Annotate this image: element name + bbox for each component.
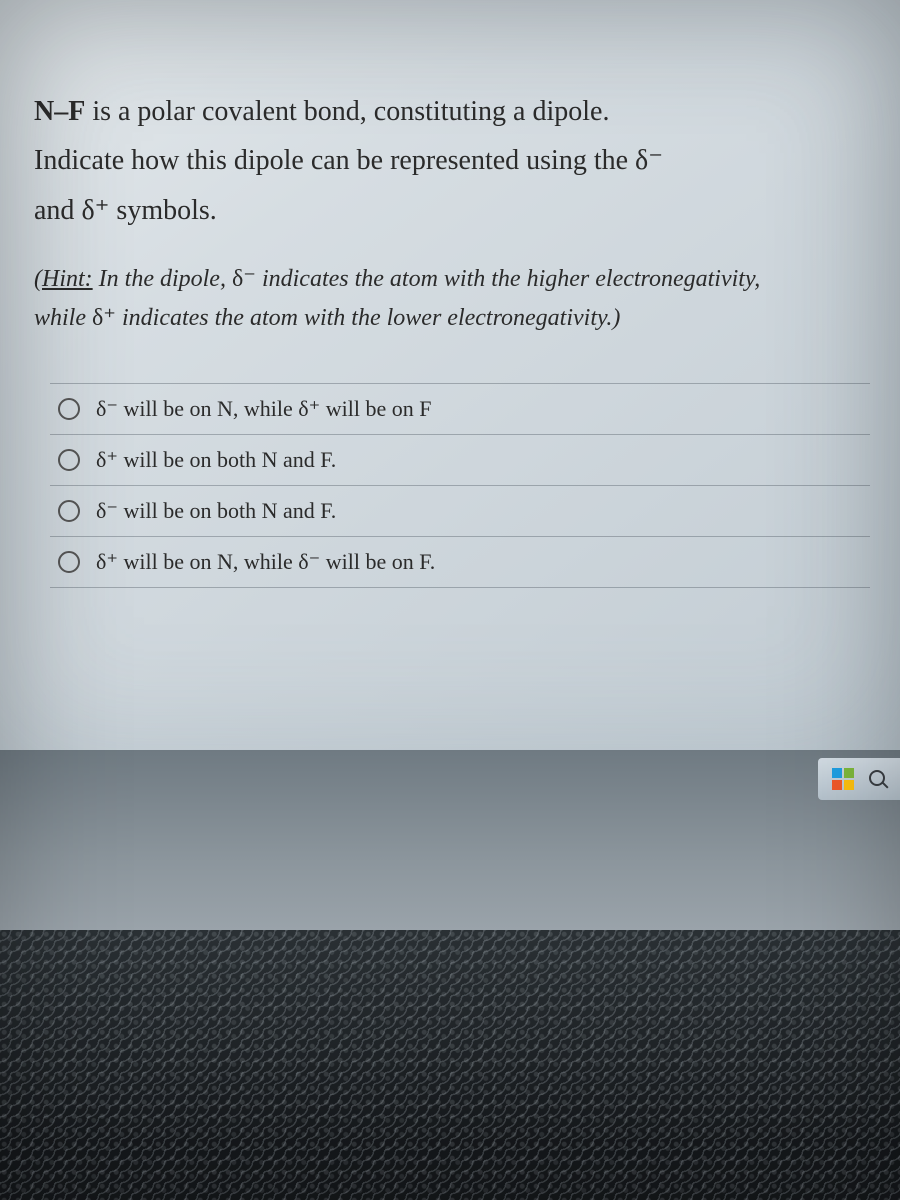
hint-part-a: In the dipole, [93,266,232,292]
delta-minus-symbol: δ⁻ [635,145,663,176]
question-line2-a: Indicate how this dipole can be represen… [34,145,635,176]
radio-icon[interactable] [58,398,80,420]
keyboard-area [0,930,900,1200]
option1-seg3: δ⁺ [298,396,320,421]
question-line3-b: symbols. [109,195,216,226]
question-block: N–F is a polar covalent bond, constituti… [0,0,900,588]
option2-seg1: δ⁺ [96,447,118,472]
question-line-3: and δ⁺ symbols. [34,189,870,232]
quiz-screen: N–F is a polar covalent bond, constituti… [0,0,900,752]
answer-options: δ⁻ will be on N, while δ⁺ will be on F δ… [50,383,870,588]
question-line-2: Indicate how this dipole can be represen… [34,139,870,182]
radio-icon[interactable] [58,500,80,522]
question-line-1: N–F is a polar covalent bond, constituti… [34,90,870,133]
delta-plus-symbol: δ⁺ [81,195,109,226]
search-icon[interactable] [869,770,887,788]
option4-seg4: will be on F. [320,549,435,574]
hint-part-d: indicates the atom with the lower electr… [116,305,620,331]
radio-icon[interactable] [58,449,80,471]
option2-seg2: will be on both N and F. [118,447,336,472]
windows-start-icon[interactable] [832,768,854,790]
hint-part-c: while [34,305,92,331]
hint-delta-minus: δ⁻ [232,266,256,292]
option3-seg2: will be on both N and F. [118,498,336,523]
question-bold-prefix: N–F [34,96,85,127]
laptop-body [0,750,900,1200]
hint-part-b: indicates the atom with the higher elect… [256,266,760,292]
option4-seg3: δ⁻ [298,549,320,574]
hint-block: (Hint: In the dipole, δ⁻ indicates the a… [34,260,870,337]
hint-lead: (Hint: [34,266,93,292]
radio-icon[interactable] [58,551,80,573]
option4-seg1: δ⁺ [96,549,118,574]
hint-line-1: (Hint: In the dipole, δ⁻ indicates the a… [34,260,870,298]
option4-seg2: will be on N, while [118,549,298,574]
answer-option-1[interactable]: δ⁻ will be on N, while δ⁺ will be on F [50,384,870,435]
option3-seg1: δ⁻ [96,498,118,523]
option-text: δ⁺ will be on N, while δ⁻ will be on F. [96,549,435,575]
question-line1-rest: is a polar covalent bond, constituting a… [85,96,609,127]
hint-line-2: while δ⁺ indicates the atom with the low… [34,299,870,337]
option1-seg4: will be on F [320,396,431,421]
answer-option-4[interactable]: δ⁺ will be on N, while δ⁻ will be on F. [50,537,870,588]
option-text: δ⁻ will be on N, while δ⁺ will be on F [96,396,431,422]
taskbar-fragment [818,758,900,800]
hint-delta-plus: δ⁺ [92,305,116,331]
answer-option-2[interactable]: δ⁺ will be on both N and F. [50,435,870,486]
question-line3-a: and [34,195,81,226]
option-text: δ⁻ will be on both N and F. [96,498,336,524]
option-text: δ⁺ will be on both N and F. [96,447,336,473]
option1-seg1: δ⁻ [96,396,118,421]
laptop-bezel [0,750,900,930]
answer-option-3[interactable]: δ⁻ will be on both N and F. [50,486,870,537]
option1-seg2: will be on N, while [118,396,298,421]
